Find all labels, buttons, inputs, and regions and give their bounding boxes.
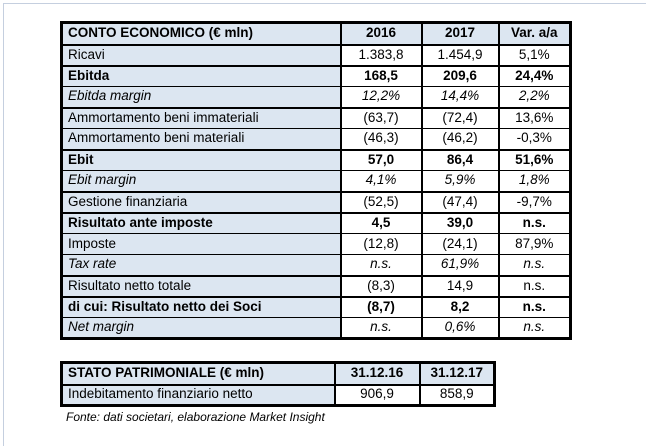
cell-value: (8,3): [339, 275, 422, 297]
row-label: Net margin: [61, 317, 341, 340]
balance-sheet-table: STATO PATRIMONIALE (€ mln) 31.12.16 31.12…: [60, 361, 496, 407]
table-row: Ricavi 1.383,8 1.454,9 5,1%: [61, 44, 571, 66]
cell-value: (47,4): [420, 191, 499, 213]
cell-value: 5,1%: [497, 44, 571, 66]
cell-value: 1.454,9: [420, 44, 499, 66]
row-label: Risultato netto totale: [61, 275, 341, 297]
cell-value: 168,5: [339, 64, 422, 87]
row-label: Indebitamento finanziario netto: [61, 384, 335, 406]
cell-value: n.s.: [497, 295, 571, 318]
table-row: di cui: Risultato netto dei Soci (8,7) 8,2…: [61, 295, 571, 318]
cell-value: 209,6: [420, 64, 499, 87]
column-header: 2016: [339, 22, 422, 46]
source-note: Fonte: dati societari, elaborazione Mark…: [66, 410, 325, 424]
row-label: Ammortamento beni materiali: [61, 128, 341, 150]
column-header: 31.12.16: [333, 362, 420, 386]
cell-value: 61,9%: [420, 254, 499, 277]
table-row: Indebitamento finanziario netto 906,9 858,…: [61, 384, 495, 406]
table-row: Ammortamento beni materiali (46,3) (46,2) -…: [61, 128, 571, 150]
row-label: Tax rate: [61, 254, 341, 277]
cell-value: 87,9%: [497, 233, 571, 255]
table-row: Ammortamento beni immateriali (63,7) (72,4…: [61, 107, 571, 129]
cell-value: (24,1): [420, 233, 499, 255]
cell-value: 39,0: [420, 211, 499, 234]
cell-value: n.s.: [339, 254, 422, 277]
cell-value: 14,4%: [420, 86, 499, 109]
table-row: Risultato netto totale (8,3) 14,9 n.s.: [61, 275, 571, 297]
cell-value: 51,6%: [497, 148, 571, 171]
row-label: di cui: Risultato netto dei Soci: [61, 295, 341, 318]
cell-value: 86,4: [420, 148, 499, 171]
cell-value: (8,7): [339, 295, 422, 318]
cell-value: n.s.: [497, 317, 571, 340]
cell-value: (12,8): [339, 233, 422, 255]
row-label: Ebitda margin: [61, 86, 341, 109]
column-header: 31.12.17: [418, 362, 495, 386]
cell-value: 4,1%: [339, 170, 422, 193]
cell-value: 13,6%: [497, 107, 571, 129]
cell-value: (46,2): [420, 128, 499, 150]
balance-sheet-title: STATO PATRIMONIALE (€ mln): [61, 362, 335, 386]
cell-value: 0,6%: [420, 317, 499, 340]
cell-value: 906,9: [333, 384, 420, 406]
table-row: Net margin n.s. 0,6% n.s.: [61, 317, 571, 340]
row-label: Ebitda: [61, 64, 341, 87]
cell-value: 1.383,8: [339, 44, 422, 66]
cell-value: (46,3): [339, 128, 422, 150]
column-header: 2017: [420, 22, 499, 46]
cell-value: 12,2%: [339, 86, 422, 109]
table-row: Gestione finanziaria (52,5) (47,4) -9,7%: [61, 191, 571, 213]
cell-value: 5,9%: [420, 170, 499, 193]
cell-value: -0,3%: [497, 128, 571, 150]
table-row: Tax rate n.s. 61,9% n.s.: [61, 254, 571, 277]
cell-value: 8,2: [420, 295, 499, 318]
table-row: Ebit 57,0 86,4 51,6%: [61, 148, 571, 171]
table-row: Ebit margin 4,1% 5,9% 1,8%: [61, 170, 571, 193]
table-row: Risultato ante imposte 4,5 39,0 n.s.: [61, 211, 571, 234]
cell-value: 4,5: [339, 211, 422, 234]
cell-value: 57,0: [339, 148, 422, 171]
row-label: Risultato ante imposte: [61, 211, 341, 234]
cell-value: (52,5): [339, 191, 422, 213]
balance-sheet-header-row: STATO PATRIMONIALE (€ mln) 31.12.16 31.12…: [61, 362, 495, 386]
table-row: Ebitda margin 12,2% 14,4% 2,2%: [61, 86, 571, 109]
table-row: Ebitda 168,5 209,6 24,4%: [61, 64, 571, 87]
cell-value: n.s.: [497, 275, 571, 297]
cell-value: -9,7%: [497, 191, 571, 213]
cell-value: n.s.: [497, 254, 571, 277]
row-label: Ricavi: [61, 44, 341, 66]
cell-value: 858,9: [418, 384, 495, 406]
cell-value: 14,9: [420, 275, 499, 297]
column-header: Var. a/a: [497, 22, 571, 46]
row-label: Imposte: [61, 233, 341, 255]
row-label: Gestione finanziaria: [61, 191, 341, 213]
table-row: Imposte (12,8) (24,1) 87,9%: [61, 233, 571, 255]
cell-value: 1,8%: [497, 170, 571, 193]
row-label: Ammortamento beni immateriali: [61, 107, 341, 129]
row-label: Ebit: [61, 148, 341, 171]
cell-value: 2,2%: [497, 86, 571, 109]
income-statement-title: CONTO ECONOMICO (€ mln): [61, 22, 341, 46]
cell-value: (63,7): [339, 107, 422, 129]
row-label: Ebit margin: [61, 170, 341, 193]
cell-value: 24,4%: [497, 64, 571, 87]
cell-value: (72,4): [420, 107, 499, 129]
cell-value: n.s.: [497, 211, 571, 234]
cell-value: n.s.: [339, 317, 422, 340]
income-statement-table: CONTO ECONOMICO (€ mln) 2016 2017 Var. a/a…: [60, 21, 572, 340]
income-statement-header-row: CONTO ECONOMICO (€ mln) 2016 2017 Var. a/a: [61, 22, 571, 46]
